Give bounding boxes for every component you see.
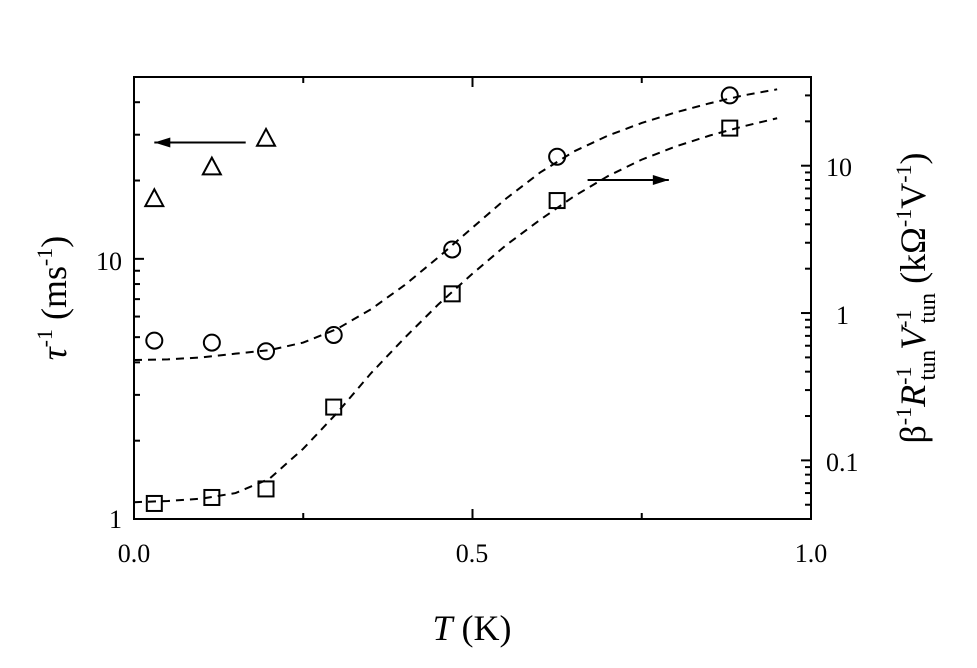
right-axis-V-sub: tun: [915, 293, 941, 324]
left-axis-unit: (ms: [34, 266, 74, 320]
left-tick-label: 10: [96, 247, 122, 276]
right-axis-unit-mid: V: [893, 183, 933, 209]
left-axis-spacer: [34, 320, 74, 329]
circle-marker: [720, 86, 739, 105]
square-marker: [257, 480, 275, 498]
left-axis-var: τ: [34, 346, 74, 360]
square-marker: [145, 494, 163, 512]
ticks: [133, 76, 812, 520]
circle-marker: [202, 333, 221, 352]
x-axis-var: T: [432, 608, 455, 648]
right-axis-spacer: [893, 284, 933, 293]
data-points: [143, 86, 739, 512]
left-axis-unit-exp: -1: [32, 248, 57, 266]
right-axis-unit-close: ): [893, 152, 933, 164]
right-axis-R: R: [893, 385, 933, 408]
triangle-marker: [255, 126, 277, 147]
x-axis-unit: (K): [462, 608, 512, 648]
right-axis-unit: (kΩ: [893, 227, 933, 284]
right-axis-V: V: [893, 324, 933, 350]
right-axis-label: β-1R-1tunV-1tun (kΩ-1V-1): [891, 152, 941, 443]
circle-marker: [145, 331, 164, 350]
right-axis-beta-exp: -1: [891, 407, 916, 425]
right-axis-unit-exp1: -1: [891, 209, 916, 227]
right-tick-label: 0.1: [826, 448, 859, 477]
x-tick-label: 0.5: [456, 539, 489, 568]
left-axis-unit-close: ): [34, 236, 74, 248]
arrow-head: [154, 137, 171, 148]
fit-curve: [133, 117, 778, 504]
x-axis-label: T (K): [432, 608, 511, 648]
left-axis-var-exp: -1: [32, 329, 57, 347]
right-axis-R-sub: tun: [915, 350, 941, 381]
fit-curves: [133, 88, 778, 504]
circle-marker: [548, 147, 567, 166]
x-tick-label: 1.0: [795, 539, 828, 568]
x-axis-unit-spacer: [453, 608, 462, 648]
square-marker: [721, 119, 739, 137]
right-tick-label: 10: [826, 153, 852, 182]
square-marker: [325, 398, 343, 416]
square-marker: [443, 285, 461, 303]
fit-curve: [133, 88, 778, 362]
left-tick-label: 1: [109, 505, 122, 534]
square-marker: [548, 192, 566, 210]
x-tick-label: 0.0: [118, 539, 151, 568]
right-axis-V-exp: -1: [891, 310, 916, 328]
right-tick-label: 1: [836, 301, 849, 330]
triangle-marker: [143, 187, 165, 208]
arrows: [154, 137, 669, 185]
circle-marker: [443, 240, 462, 259]
triangle-marker: [201, 155, 223, 176]
right-axis-R-exp: -1: [891, 367, 916, 385]
right-axis-beta: β: [893, 425, 933, 443]
right-axis-unit-exp2: -1: [891, 164, 916, 182]
circle-marker: [324, 325, 343, 344]
circle-marker: [257, 342, 276, 361]
arrow-head: [652, 174, 669, 185]
square-marker: [203, 488, 221, 506]
left-axis-label: τ-1 (ms-1): [32, 236, 74, 361]
